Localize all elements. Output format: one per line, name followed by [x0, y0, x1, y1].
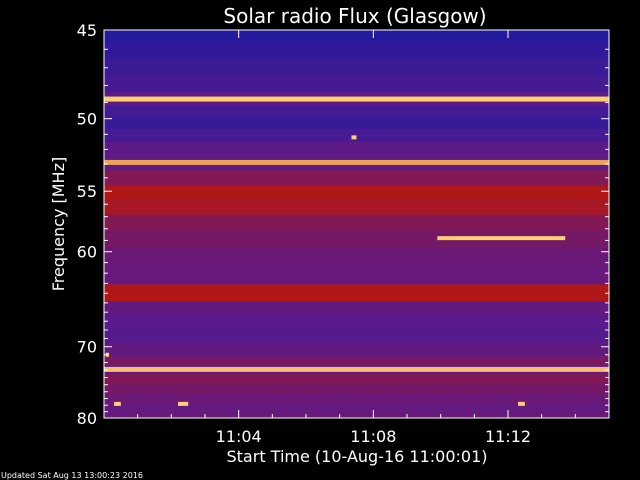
- frequency-band: [104, 301, 609, 315]
- frequency-band: [104, 159, 609, 165]
- frequency-band: [104, 342, 609, 357]
- frequency-band: [104, 230, 609, 248]
- frequency-band: [104, 413, 609, 418]
- frequency-band: [104, 105, 609, 118]
- frequency-band: [104, 327, 609, 343]
- frequency-band: [104, 200, 609, 215]
- y-axis: 45 50 55 60 70 80: [77, 21, 609, 428]
- burst-mark: [178, 401, 189, 406]
- y-tick-label: 50: [77, 110, 97, 129]
- frequency-band: [104, 373, 609, 383]
- frequency-band: [104, 96, 609, 102]
- x-axis-label: Start Time (10-Aug-16 11:00:01): [227, 447, 488, 466]
- frequency-band: [104, 403, 609, 414]
- burst-mark: [518, 401, 525, 406]
- frequency-band: [104, 170, 609, 186]
- plot-area: [103, 29, 610, 419]
- frequency-band: [104, 366, 609, 372]
- frequency-band: [104, 214, 609, 231]
- y-tick-label: 80: [77, 409, 97, 428]
- frequency-band: [104, 382, 609, 394]
- frequency-band: [104, 141, 609, 156]
- frequency-band: [104, 314, 609, 328]
- frequency-band: [104, 76, 609, 93]
- plot-frame: [103, 29, 610, 419]
- frequency-band: [104, 30, 609, 42]
- y-tick-label: 70: [77, 338, 97, 357]
- x-axis: 11:04 11:08 11:12: [137, 30, 576, 446]
- y-tick-label: 45: [77, 21, 97, 40]
- burst-mark: [437, 236, 566, 241]
- burst-mark: [351, 135, 357, 140]
- chart-title: Solar radio Flux (Glasgow): [223, 4, 486, 28]
- y-tick-label: 55: [77, 182, 97, 201]
- x-tick-label: 11:08: [350, 427, 396, 446]
- frequency-band: [104, 393, 609, 404]
- frequency-band: [104, 185, 609, 201]
- x-tick-label: 11:12: [485, 427, 531, 446]
- frequency-band: [104, 58, 609, 77]
- frequency-band: [104, 265, 609, 285]
- burst-mark: [114, 401, 121, 406]
- frequency-band: [104, 356, 609, 367]
- x-tick-label: 11:04: [216, 427, 262, 446]
- updated-timestamp: Updated Sat Aug 13 13:00:23 2016: [1, 471, 143, 480]
- y-tick-label: 60: [77, 243, 97, 262]
- frequency-band: [104, 247, 609, 266]
- y-axis-label: Frequency [MHz]: [49, 157, 68, 291]
- frequency-band: [104, 117, 609, 129]
- frequency-band: [104, 284, 609, 302]
- frequency-band: [104, 41, 609, 59]
